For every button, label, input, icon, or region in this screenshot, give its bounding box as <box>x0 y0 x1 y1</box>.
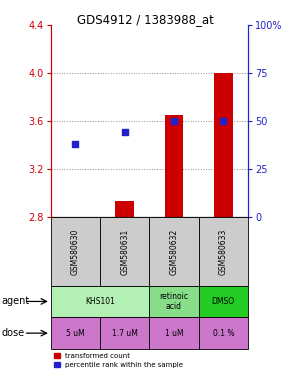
Bar <box>51 286 149 317</box>
Text: 0.1 %: 0.1 % <box>213 329 234 338</box>
Text: retinoic
acid: retinoic acid <box>160 292 188 311</box>
Bar <box>51 317 100 349</box>
Text: GSM580633: GSM580633 <box>219 228 228 275</box>
Bar <box>149 286 199 317</box>
Text: 5 uM: 5 uM <box>66 329 85 338</box>
Point <box>122 129 127 136</box>
Text: GSM580631: GSM580631 <box>120 228 129 275</box>
Text: dose: dose <box>1 328 25 338</box>
Point <box>172 118 176 124</box>
Bar <box>149 217 199 286</box>
Text: GDS4912 / 1383988_at: GDS4912 / 1383988_at <box>77 13 213 26</box>
Legend: transformed count, percentile rank within the sample: transformed count, percentile rank withi… <box>54 353 183 368</box>
Bar <box>199 217 248 286</box>
Text: 1 uM: 1 uM <box>165 329 183 338</box>
Bar <box>149 317 199 349</box>
Bar <box>199 286 248 317</box>
Bar <box>214 73 233 217</box>
Bar <box>100 317 149 349</box>
Bar <box>100 217 149 286</box>
Point <box>73 141 78 147</box>
Bar <box>51 217 100 286</box>
Bar <box>115 201 134 217</box>
Bar <box>165 115 183 217</box>
Text: GSM580632: GSM580632 <box>169 228 179 275</box>
Text: 1.7 uM: 1.7 uM <box>112 329 138 338</box>
Text: KHS101: KHS101 <box>85 297 115 306</box>
Bar <box>199 317 248 349</box>
Text: GSM580630: GSM580630 <box>71 228 80 275</box>
Point <box>221 118 226 124</box>
Text: agent: agent <box>1 296 30 306</box>
Text: DMSO: DMSO <box>212 297 235 306</box>
